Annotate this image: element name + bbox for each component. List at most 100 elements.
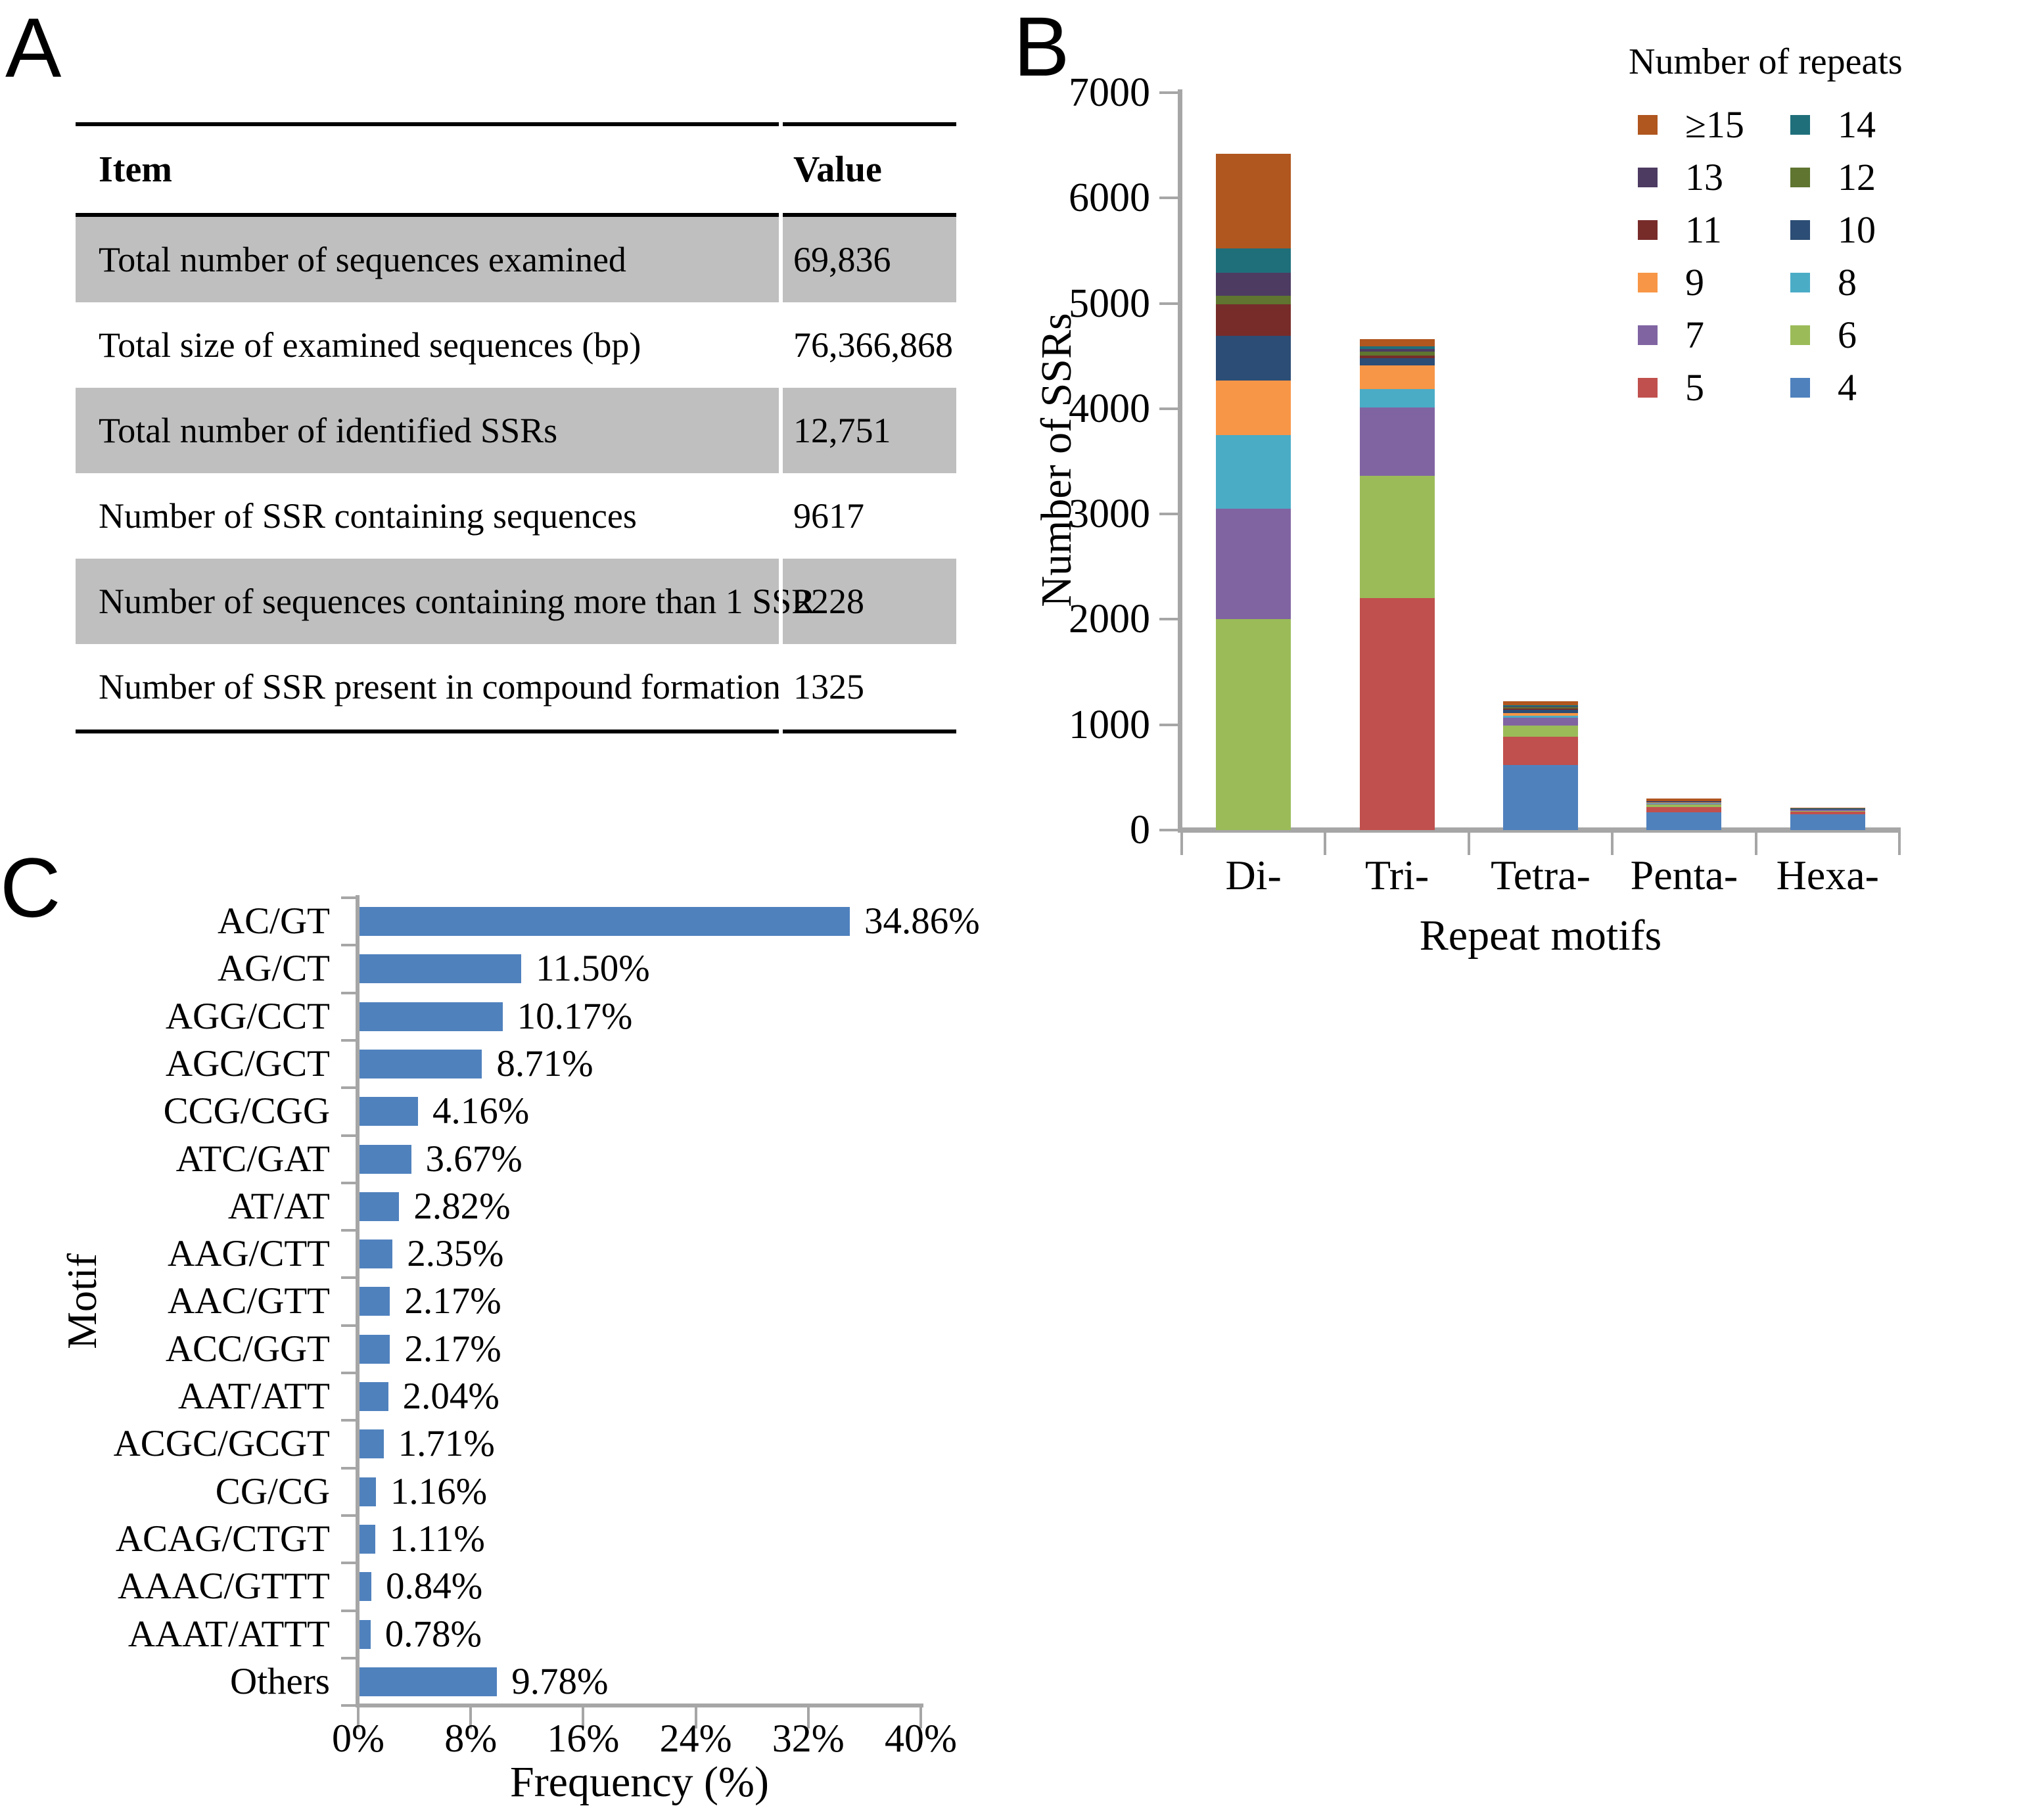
legend-swatch-icon bbox=[1790, 273, 1810, 292]
c-y-tick bbox=[341, 1466, 356, 1470]
legend-swatch-icon bbox=[1638, 220, 1658, 240]
bar-segment-repeat-10 bbox=[1359, 358, 1435, 366]
legend-item-repeat-9: 9 bbox=[1638, 263, 1704, 302]
bar-segment-repeat-8 bbox=[1359, 389, 1435, 408]
c-y-tick bbox=[341, 1514, 356, 1517]
bar-segment-repeat-13 bbox=[1216, 273, 1291, 296]
table-column-gap bbox=[779, 122, 783, 735]
motif-row-label: AG/CT bbox=[218, 948, 330, 990]
motif-bar bbox=[360, 1049, 482, 1078]
b-y-tick-label: 7000 bbox=[1069, 70, 1150, 115]
motif-bar bbox=[360, 1477, 376, 1506]
c-y-tick bbox=[341, 1419, 356, 1422]
motif-value-label: 2.17% bbox=[404, 1328, 501, 1370]
b-category-label: Tetra- bbox=[1491, 852, 1591, 898]
b-y-tick bbox=[1159, 618, 1179, 621]
bar-segment-repeat-ge15 bbox=[1216, 153, 1291, 249]
motif-value-label: 2.17% bbox=[404, 1280, 501, 1322]
motif-row-label: AGC/GCT bbox=[165, 1042, 330, 1084]
bar-segment-repeat-8 bbox=[1216, 434, 1291, 509]
c-y-axis-line bbox=[356, 895, 360, 1706]
bar-stack-hexa bbox=[1790, 807, 1865, 830]
bar-segment-repeat-5 bbox=[1359, 598, 1435, 830]
c-x-tick-label: 32% bbox=[772, 1717, 845, 1760]
c-y-tick bbox=[341, 1656, 356, 1659]
bar-segment-repeat-9 bbox=[1359, 365, 1435, 390]
b-y-tick bbox=[1159, 723, 1179, 726]
motif-value-label: 8.71% bbox=[496, 1042, 593, 1084]
motif-value-label: 9.78% bbox=[511, 1660, 609, 1702]
bar-segment-repeat-10 bbox=[1503, 710, 1578, 714]
legend-item-repeat-8: 8 bbox=[1790, 263, 1857, 302]
table-cell-item: Number of SSR present in compound format… bbox=[99, 667, 781, 707]
legend-swatch-icon bbox=[1638, 168, 1658, 187]
bar-segment-repeat-11 bbox=[1359, 355, 1435, 358]
c-x-tick-label: 8% bbox=[444, 1717, 498, 1760]
table-row: Total number of sequences examined 69,836 bbox=[76, 217, 956, 302]
legend-label: 9 bbox=[1685, 261, 1704, 304]
legend-swatch-icon bbox=[1638, 115, 1658, 135]
table-cell-item: Number of sequences containing more than… bbox=[99, 582, 816, 621]
motif-value-label: 4.16% bbox=[432, 1090, 530, 1132]
table-cell-item: Total size of examined sequences (bp) bbox=[99, 325, 641, 365]
motif-value-label: 1.71% bbox=[398, 1423, 495, 1465]
table-cell-item: Total number of sequences examined bbox=[99, 240, 626, 279]
bar-segment-repeat-12 bbox=[1503, 707, 1578, 708]
motif-bar bbox=[360, 1097, 419, 1126]
motif-bar bbox=[360, 907, 850, 936]
c-x-tick bbox=[469, 1706, 473, 1728]
table-header-row: Item Value bbox=[76, 126, 956, 217]
ssr-summary-table: Item Value Total number of sequences exa… bbox=[76, 122, 956, 735]
c-y-tick bbox=[341, 1562, 356, 1565]
motif-row-label: AAC/GTT bbox=[168, 1280, 330, 1322]
motif-bar bbox=[360, 1667, 498, 1696]
panel-c-label: C bbox=[0, 841, 61, 935]
c-y-tick bbox=[341, 1134, 356, 1137]
legend-label: 4 bbox=[1838, 366, 1857, 409]
bar-segment-repeat-6 bbox=[1216, 619, 1291, 830]
legend-label: 7 bbox=[1685, 313, 1704, 356]
motif-bar bbox=[360, 1240, 393, 1269]
b-y-tick bbox=[1159, 407, 1179, 410]
b-y-tick bbox=[1159, 302, 1179, 305]
table-cell-value: 76,366,868 bbox=[793, 325, 953, 365]
b-y-tick bbox=[1159, 197, 1179, 200]
table-row: Total number of identified SSRs 12,751 bbox=[76, 388, 956, 473]
table-cell-value: 69,836 bbox=[793, 240, 891, 279]
bar-segment-repeat-11 bbox=[1216, 304, 1291, 336]
motif-bar bbox=[360, 1572, 371, 1602]
motif-value-label: 1.11% bbox=[389, 1518, 485, 1560]
legend-label: 8 bbox=[1838, 261, 1857, 304]
c-x-tick-label: 40% bbox=[885, 1717, 957, 1760]
motif-value-label: 11.50% bbox=[536, 948, 650, 990]
bar-stack-tetra bbox=[1503, 701, 1578, 830]
bar-segment-repeat-14 bbox=[1216, 248, 1291, 273]
b-y-tick-label: 1000 bbox=[1069, 702, 1150, 747]
legend-swatch-icon bbox=[1638, 273, 1658, 292]
c-y-tick bbox=[341, 1609, 356, 1612]
motif-bar bbox=[360, 954, 522, 984]
b-category-label: Tri- bbox=[1364, 852, 1429, 898]
table-row: Total size of examined sequences (bp) 76,… bbox=[76, 302, 956, 388]
bar-segment-repeat-12 bbox=[1216, 296, 1291, 305]
motif-value-label: 2.35% bbox=[407, 1233, 504, 1275]
bar-segment-repeat-5 bbox=[1503, 737, 1578, 765]
table-cell-value: 12,751 bbox=[793, 411, 891, 450]
motif-row-label: ACC/GGT bbox=[165, 1328, 330, 1370]
bar-stack-tri bbox=[1359, 339, 1435, 830]
c-x-tick bbox=[919, 1706, 922, 1728]
table-cell-item: Total number of identified SSRs bbox=[99, 411, 558, 450]
c-y-tick bbox=[341, 991, 356, 994]
b-y-axis-line bbox=[1178, 89, 1182, 833]
bar-segment-repeat-5 bbox=[1790, 811, 1865, 814]
legend-item-repeat-14: 14 bbox=[1790, 105, 1876, 145]
bar-segment-repeat-ge15 bbox=[1790, 807, 1865, 809]
b-x-axis-title: Repeat motifs bbox=[1419, 912, 1662, 960]
motif-value-label: 34.86% bbox=[864, 900, 980, 942]
c-y-tick bbox=[341, 1372, 356, 1374]
legend-item-repeat-10: 10 bbox=[1790, 210, 1876, 250]
bar-segment-repeat-13 bbox=[1359, 349, 1435, 352]
bar-segment-repeat-6 bbox=[1359, 476, 1435, 599]
b-y-tick-label: 6000 bbox=[1069, 175, 1150, 221]
table-row: Number of SSR present in compound format… bbox=[76, 644, 956, 730]
